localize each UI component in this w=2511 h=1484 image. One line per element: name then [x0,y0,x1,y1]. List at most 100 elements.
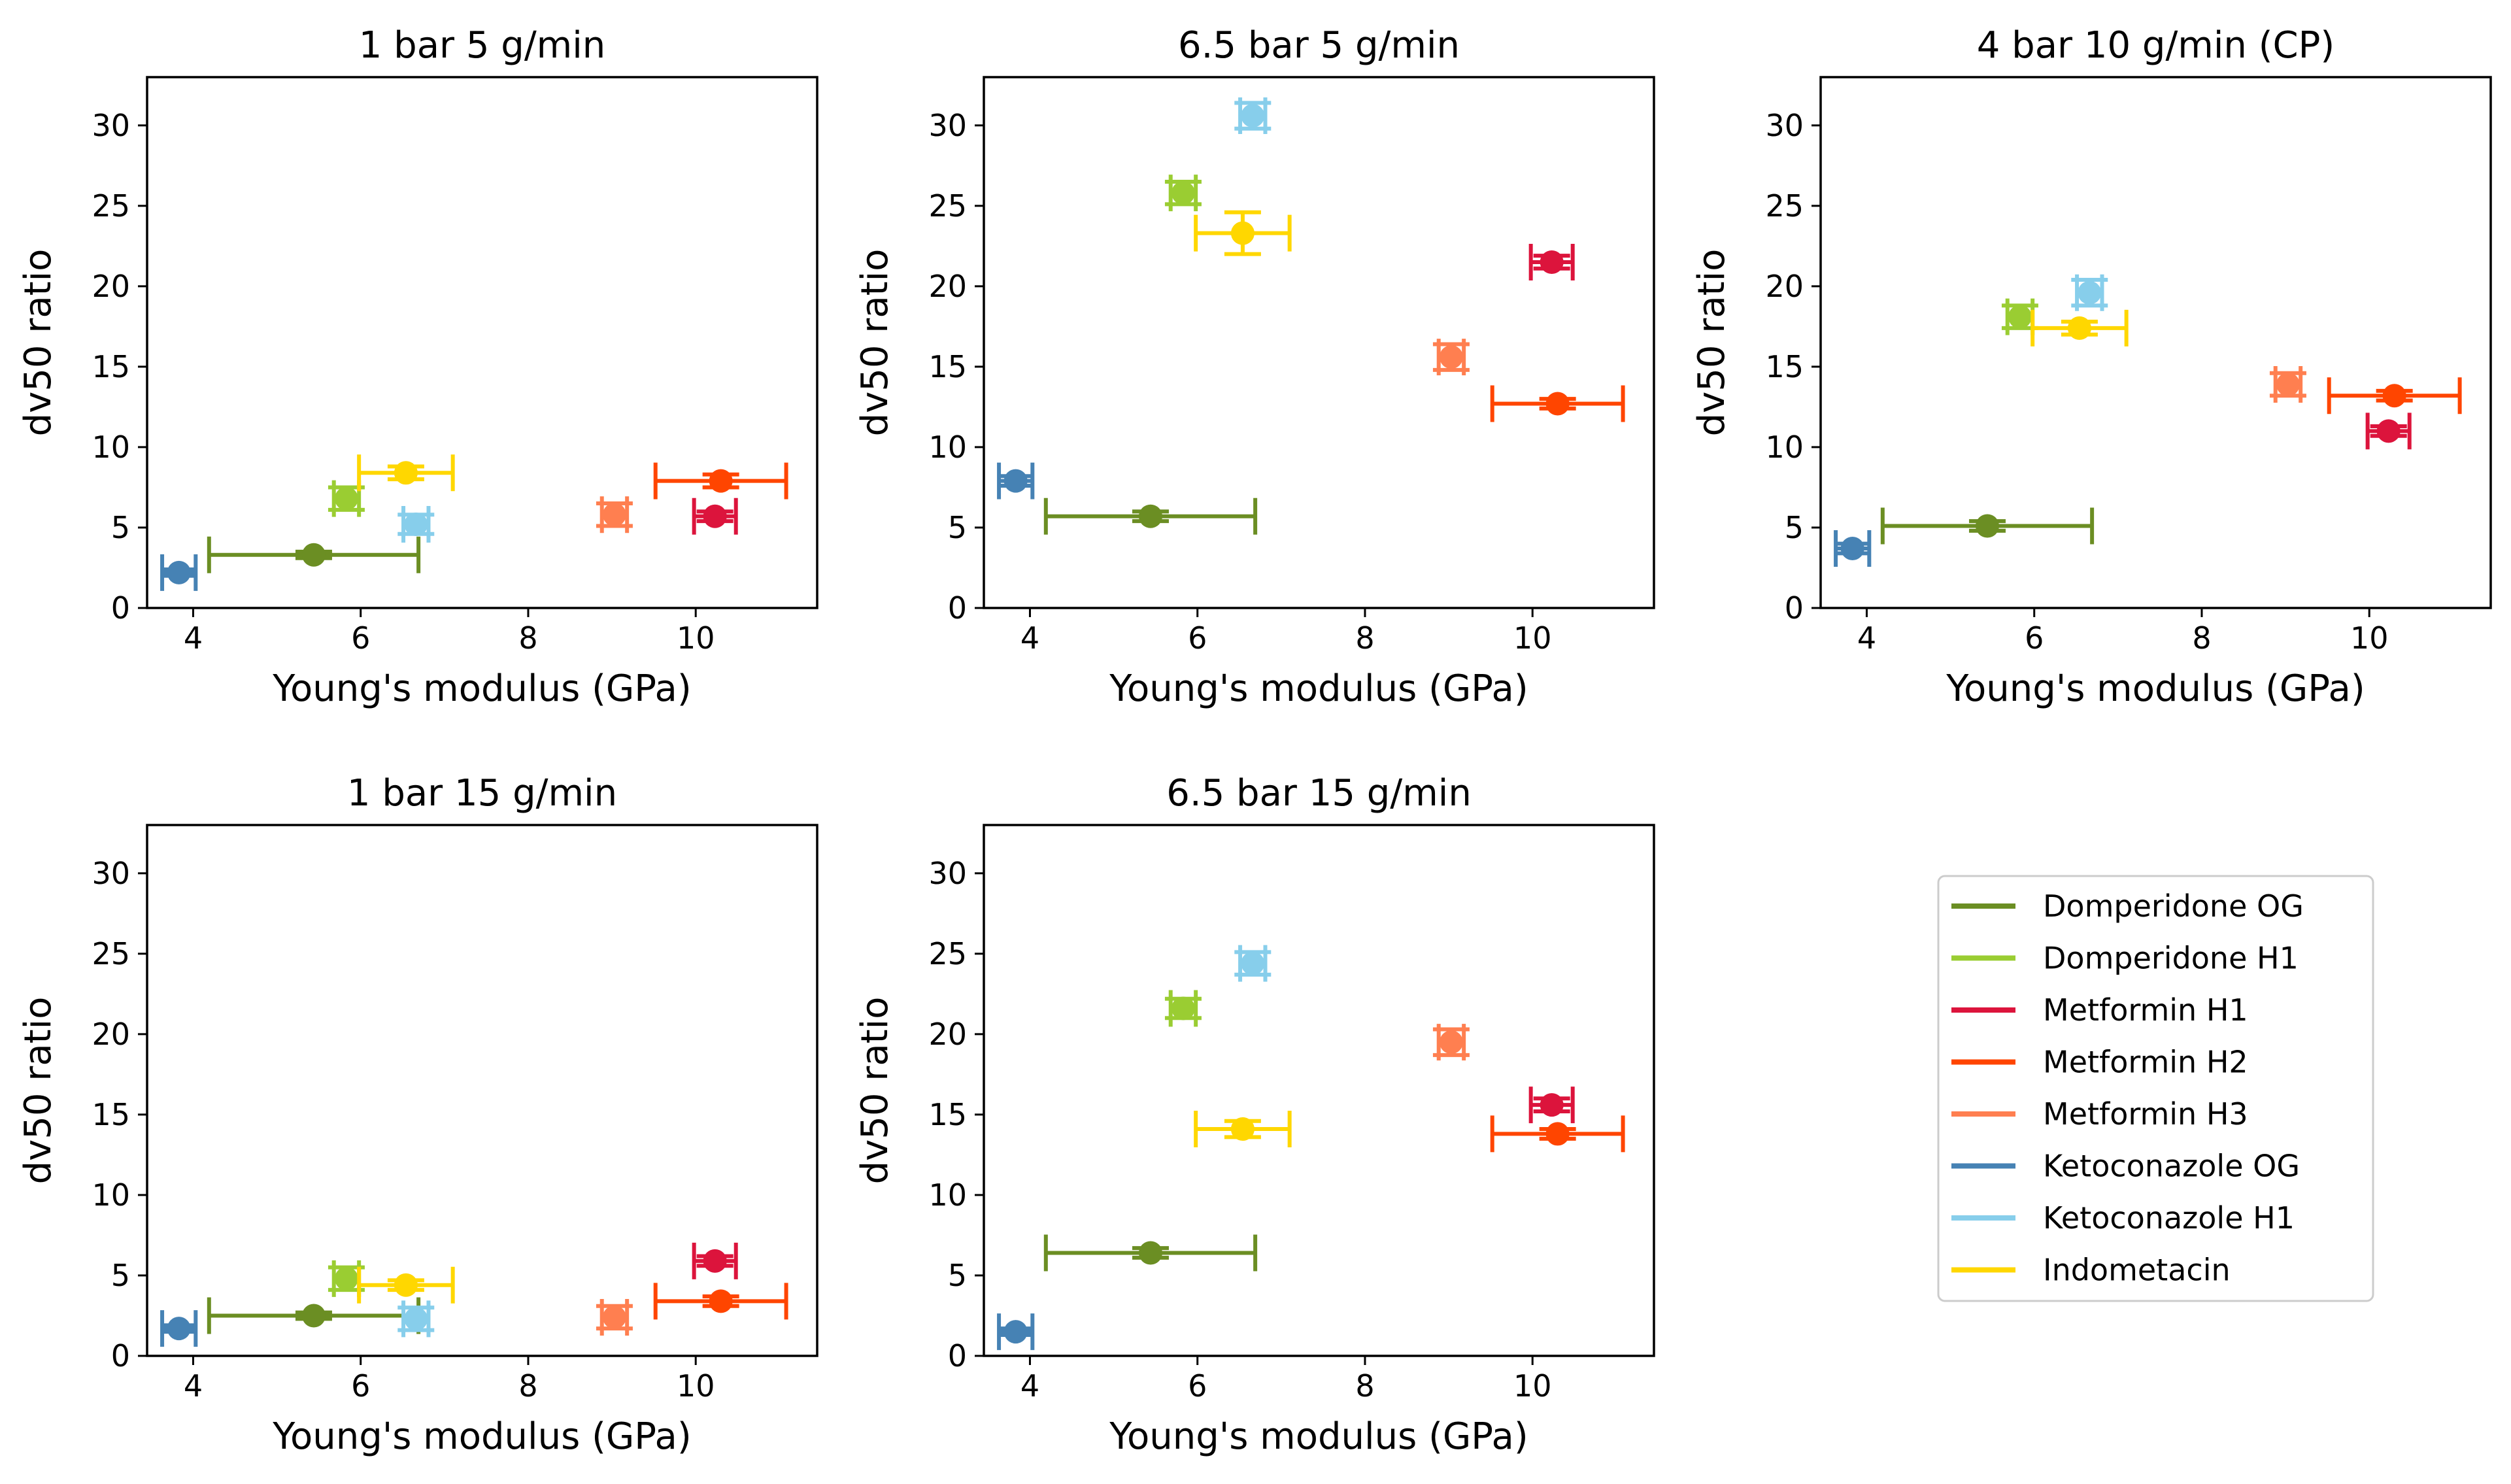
point-metformin-h2 [653,462,788,499]
y-tick-label: 30 [928,108,967,143]
y-tick-label: 30 [92,108,130,143]
legend-label: Ketoconazole H1 [2043,1200,2295,1236]
point-domperidone-og [1043,497,1258,535]
data-points [1834,274,2462,567]
y-tick-label: 15 [928,349,967,384]
y-tick-label: 5 [111,1258,130,1293]
data-marker [1439,345,1463,369]
y-axis-label: dv50 ratio [854,249,896,437]
legend-label: Metformin H3 [2043,1096,2248,1132]
axis-ticks: 4 6 8 10 0 5 10 15 20 25 30 [92,856,715,1404]
data-marker [1138,1241,1162,1265]
data-marker [1230,1117,1255,1141]
data-marker [602,1305,626,1329]
y-tick-label: 10 [928,1177,967,1213]
data-marker [2008,305,2032,329]
data-marker [2382,384,2406,408]
point-metformin-h1 [692,1242,738,1279]
legend: Domperidone OG Domperidone H1 Metformin H1… [1937,875,2374,1302]
point-metformin-h1 [2365,413,2412,450]
data-marker [1545,1122,1570,1146]
y-tick-label: 20 [92,1017,130,1052]
y-tick-label: 30 [92,856,130,891]
data-marker [1171,181,1195,205]
data-marker [334,486,358,511]
y-axis-label: dv50 ratio [854,997,896,1185]
x-tick-label: 8 [518,1368,537,1404]
legend-item-domperidone-h1: Domperidone H1 [1951,941,2299,976]
legend-label: Domperidone H1 [2043,941,2299,976]
x-tick-label: 8 [1355,1368,1374,1404]
panel-1-bar-5-g-min: 1 bar 5 g/min 4 6 8 10 0 5 10 15 20 25 30 Young's mo… [17,24,818,710]
legend-label: Ketoconazole OG [2043,1149,2300,1184]
point-ketoconazole-h1 [1234,97,1272,135]
data-marker [1230,221,1255,245]
x-tick-label: 6 [1188,620,1207,656]
y-tick-label: 10 [928,430,967,465]
point-metformin-h1 [692,497,738,535]
x-axis-label: Young's modulus (GPa) [1109,1415,1528,1458]
y-tick-label: 10 [92,430,130,465]
point-ketoconazole-og [160,554,198,591]
point-indometacin [357,454,455,492]
y-tick-label: 25 [1765,188,1804,224]
panel-title: 6.5 bar 5 g/min [1178,24,1460,67]
data-marker [1171,996,1195,1020]
y-tick-label: 25 [928,936,967,971]
y-tick-label: 10 [92,1177,130,1213]
point-ketoconazole-h1 [1234,945,1272,982]
point-metformin-h2 [653,1283,788,1320]
y-tick-label: 0 [111,590,130,626]
plot-frame [983,76,1655,609]
data-marker [167,1317,191,1341]
y-tick-label: 15 [92,349,130,384]
x-tick-label: 6 [351,620,370,656]
panels-layer: 1 bar 5 g/min 4 6 8 10 0 5 10 15 20 25 30 Young's mo… [17,24,2492,1458]
x-tick-label: 10 [677,620,715,656]
x-tick-label: 6 [1188,1368,1207,1404]
point-domperidone-og [1043,1234,1258,1272]
y-tick-label: 5 [948,510,967,545]
point-indometacin [1194,210,1292,256]
y-tick-label: 30 [1765,108,1804,143]
data-marker [394,461,418,485]
y-tick-label: 20 [1765,269,1804,304]
legend-frame [1937,875,2374,1302]
x-axis-label: Young's modulus (GPa) [272,667,691,710]
data-marker [301,1304,326,1328]
panel-title: 1 bar 15 g/min [347,772,617,815]
point-domperidone-h1 [328,480,365,517]
point-domperidone-og [207,536,421,573]
y-tick-label: 20 [928,269,967,304]
data-marker [167,560,191,584]
legend-label: Metformin H1 [2043,992,2248,1028]
y-tick-label: 25 [928,188,967,224]
data-points [997,945,1625,1351]
legend-label: Metformin H2 [2043,1045,2248,1080]
panel-6-5-bar-5-g-min: 6.5 bar 5 g/min 4 6 8 10 0 5 10 15 20 25 30 Young's … [854,24,1655,710]
x-tick-label: 4 [1857,620,1876,656]
data-points [997,97,1625,535]
point-ketoconazole-h1 [397,1300,435,1338]
legend-label: Domperidone OG [2043,888,2304,924]
point-domperidone-og [207,1297,421,1334]
x-tick-label: 10 [1513,620,1552,656]
point-metformin-h3 [1432,339,1470,376]
axis-ticks: 4 6 8 10 0 5 10 15 20 25 30 [1765,108,2388,656]
y-tick-label: 0 [948,590,967,626]
y-tick-label: 5 [111,510,130,545]
data-marker [301,543,326,567]
data-marker [1540,1093,1564,1117]
axis-ticks: 4 6 8 10 0 5 10 15 20 25 30 [928,856,1551,1404]
y-tick-label: 20 [92,269,130,304]
legend-item-domperidone-og: Domperidone OG [1951,888,2304,924]
data-marker [709,469,733,493]
legend-label: Indometacin [2043,1253,2231,1288]
y-tick-label: 15 [928,1097,967,1132]
point-ketoconazole-h1 [2071,274,2108,311]
legend-item-metformin-h3: Metformin H3 [1951,1096,2248,1132]
x-axis-label: Young's modulus (GPa) [1109,667,1528,710]
y-tick-label: 5 [1785,510,1804,545]
point-metformin-h1 [1528,1087,1575,1124]
